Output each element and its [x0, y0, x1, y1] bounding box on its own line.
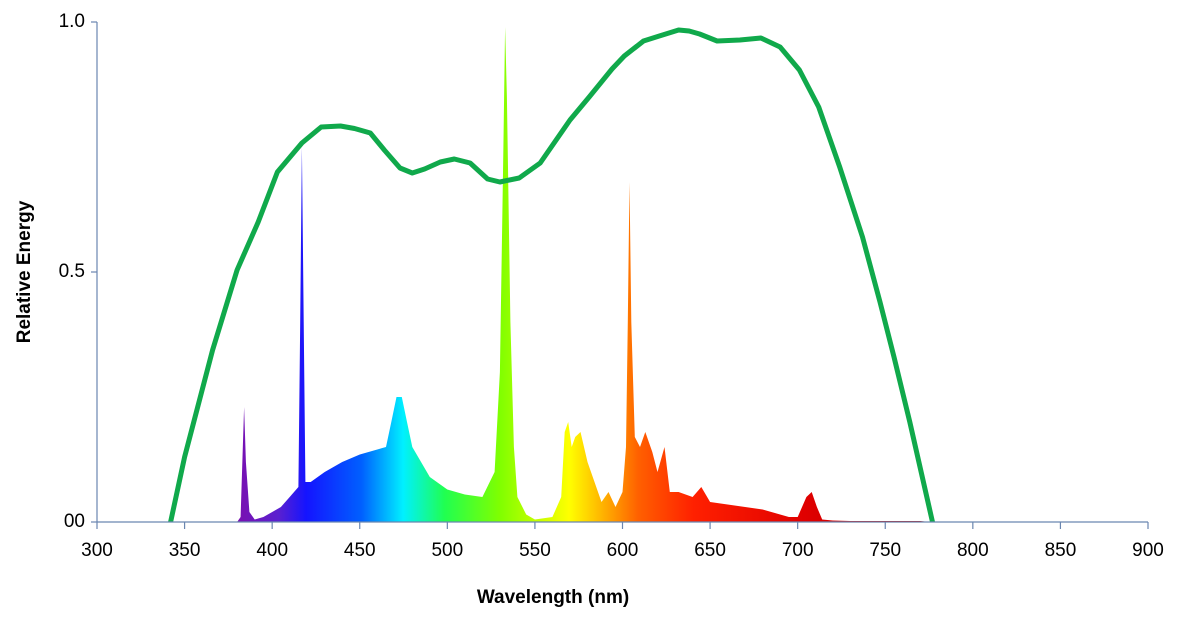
x-tick-label: 600: [607, 540, 639, 561]
x-tick-label: 750: [869, 540, 901, 561]
y-axis-title: Relative Energy: [14, 200, 35, 343]
x-tick-label: 300: [81, 540, 113, 561]
x-tick-label: 400: [256, 540, 288, 561]
x-tick-label: 350: [169, 540, 201, 561]
y-tick-label: 00: [64, 511, 85, 532]
x-tick-label: 500: [431, 540, 463, 561]
y-tick-label: 1.0: [59, 11, 85, 32]
x-tick-label: 650: [694, 540, 726, 561]
response-line: [168, 27, 935, 523]
x-tick-label: 700: [782, 540, 814, 561]
x-tick-label: 900: [1132, 540, 1164, 561]
x-tick-label: 450: [344, 540, 376, 561]
x-axis-title: Wavelength (nm): [477, 587, 629, 608]
x-tick-label: 800: [957, 540, 989, 561]
x-tick-label: 850: [1045, 540, 1077, 561]
y-tick-label: 0.5: [59, 261, 85, 282]
x-tick-label: 550: [519, 540, 551, 561]
